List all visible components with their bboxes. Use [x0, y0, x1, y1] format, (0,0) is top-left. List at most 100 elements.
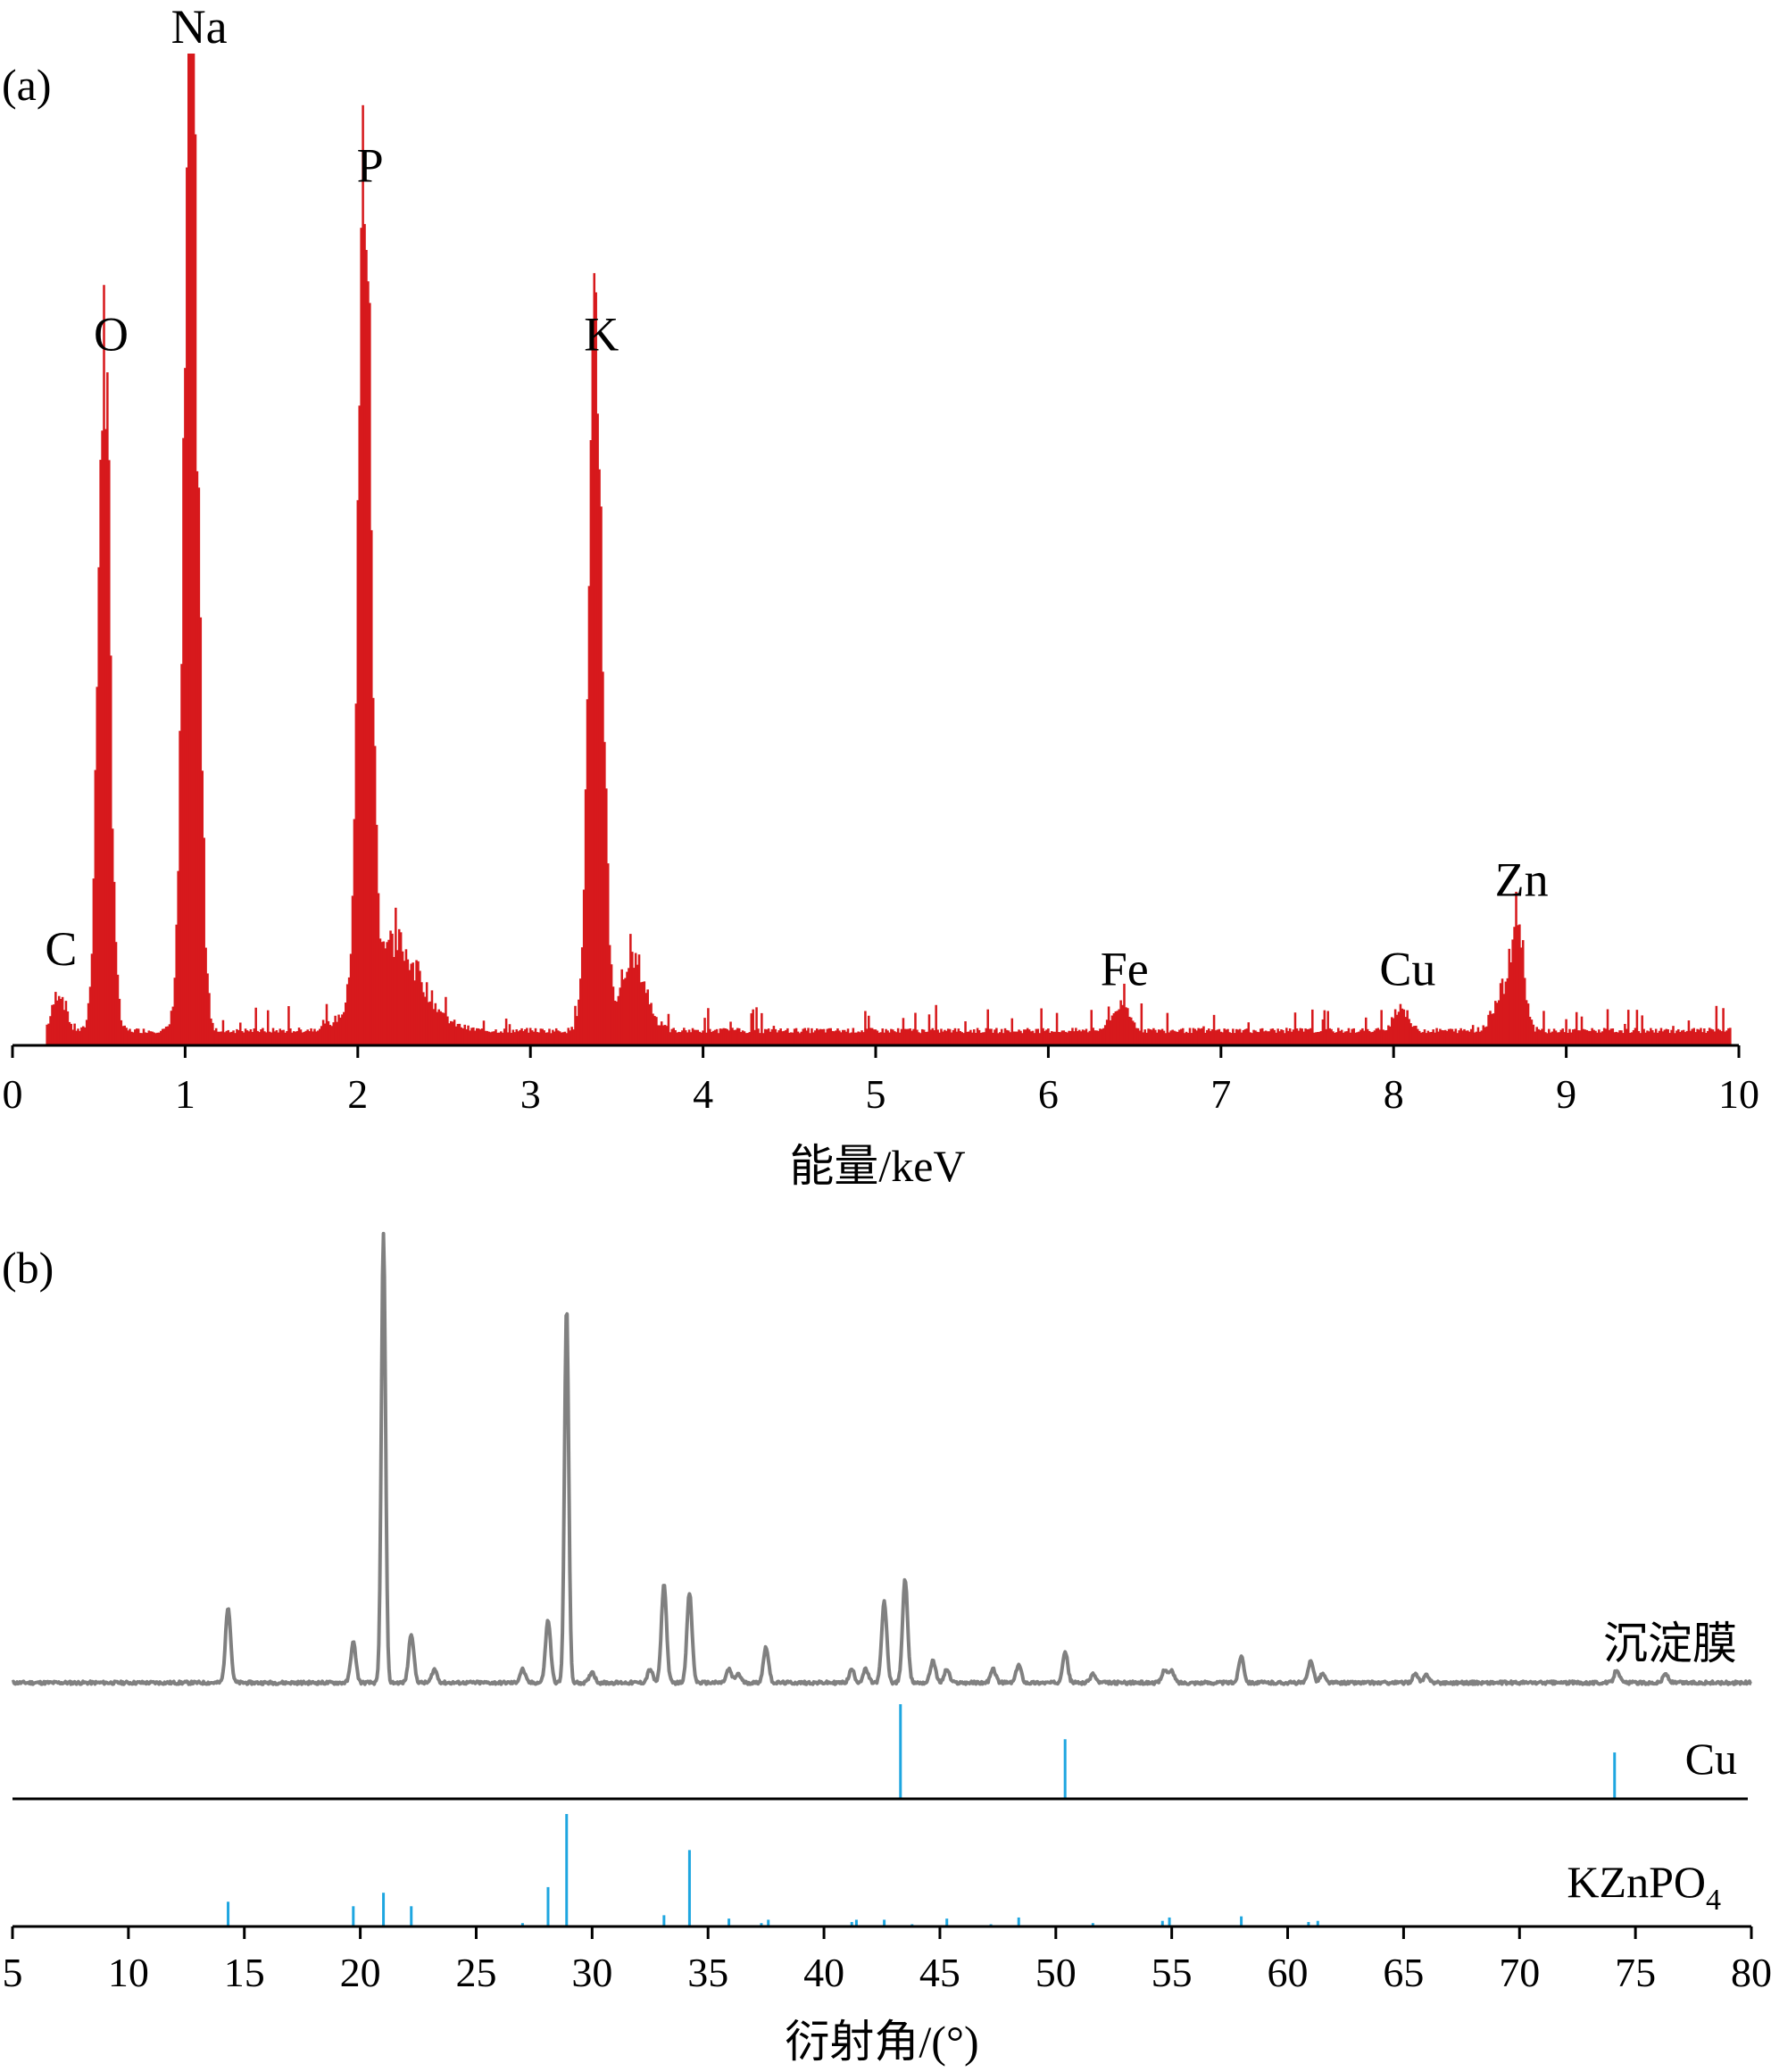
eds-bar: [1399, 1003, 1402, 1045]
eds-bar: [1157, 1029, 1160, 1045]
eds-bar: [1574, 1028, 1576, 1045]
eds-bar: [765, 1029, 769, 1045]
eds-bar: [969, 1029, 972, 1045]
eds-bar: [545, 1032, 547, 1045]
eds-tick-label: 5: [866, 1071, 886, 1117]
eds-bar: [861, 1030, 863, 1045]
eds-bar: [132, 1032, 135, 1045]
eds-bar: [1026, 1028, 1029, 1045]
eds-bar: [1254, 1030, 1257, 1045]
eds-bar: [1535, 1027, 1538, 1045]
eds-bar: [68, 1021, 71, 1045]
eds-bar: [123, 1025, 126, 1045]
eds-bar: [1484, 1027, 1486, 1045]
eds-bar: [805, 1030, 808, 1045]
eds-bar: [99, 460, 102, 1045]
eds-bar: [458, 1023, 461, 1045]
eds-bar: [1678, 1031, 1682, 1045]
eds-bar: [142, 1028, 146, 1045]
eds-bar: [1027, 1029, 1031, 1045]
eds-bar: [111, 828, 114, 1045]
eds-bar: [1568, 1028, 1571, 1045]
eds-bar: [1083, 1030, 1086, 1045]
eds-bar: [1635, 1010, 1639, 1045]
eds-bar: [1592, 1029, 1595, 1045]
eds-bar: [639, 982, 643, 1045]
eds-bar: [1443, 1029, 1447, 1045]
eds-bar: [369, 303, 371, 1045]
eds-bar: [1264, 1030, 1268, 1045]
eds-bar: [254, 1007, 257, 1045]
eds-bar: [957, 1028, 960, 1045]
eds-bar: [1295, 1028, 1299, 1045]
eds-bar: [1197, 1028, 1200, 1045]
eds-bar: [1528, 1016, 1532, 1045]
eds-bar: [1656, 1032, 1659, 1045]
eds-bar: [1123, 983, 1126, 1045]
eds-bar: [125, 1028, 128, 1045]
eds-bar: [948, 1028, 952, 1045]
eds-bar: [391, 933, 394, 1045]
eds-bar: [47, 1023, 50, 1045]
eds-bar: [245, 1030, 249, 1045]
eds-bar: [495, 1029, 497, 1045]
eds-bar: [1534, 1031, 1537, 1045]
eds-bar: [983, 1032, 986, 1045]
eds-bar: [1625, 1028, 1628, 1045]
eds-bar: [879, 1032, 883, 1045]
eds-bar: [1392, 1018, 1395, 1045]
eds-bar: [663, 1025, 667, 1045]
eds-bar: [1387, 1025, 1390, 1045]
eds-bar: [1596, 1032, 1599, 1045]
eds-bar: [415, 960, 418, 1045]
eds-bar: [1687, 1020, 1691, 1045]
eds-peak-label: Na: [171, 0, 228, 54]
eds-bar: [96, 687, 99, 1045]
eds-bar: [513, 1032, 517, 1045]
eds-bar: [1389, 1026, 1392, 1045]
eds-bar: [935, 1004, 937, 1045]
eds-bar: [1009, 1032, 1012, 1045]
eds-bar: [289, 1028, 292, 1045]
eds-bar: [1513, 927, 1516, 1045]
eds-bar: [341, 1014, 344, 1045]
eds-bar: [345, 984, 349, 1045]
eds-bar: [763, 1028, 767, 1045]
eds-bar: [1591, 1028, 1593, 1045]
eds-bar: [1209, 1030, 1212, 1045]
eds-bar: [144, 1032, 147, 1045]
eds-bar: [522, 1030, 525, 1045]
xrd-tick-label: 65: [1383, 1950, 1424, 1995]
eds-bar: [491, 1031, 494, 1045]
eds-tick-label: 9: [1556, 1071, 1576, 1117]
eds-bar: [1038, 1033, 1041, 1045]
eds-bar: [454, 1026, 458, 1045]
eds-bar: [1154, 1029, 1157, 1045]
eds-bar: [1651, 1029, 1654, 1045]
eds-bar: [1269, 1028, 1273, 1045]
eds-bar: [412, 962, 414, 1045]
eds-bar: [137, 1028, 140, 1045]
eds-tick-label: 10: [1718, 1071, 1759, 1117]
eds-bar: [1709, 1028, 1713, 1045]
eds-bar: [103, 285, 105, 1046]
eds-bar: [836, 1028, 839, 1045]
eds-bar: [484, 1030, 487, 1045]
eds-bar: [826, 1028, 829, 1045]
eds-bar: [1230, 1033, 1233, 1045]
eds-bar: [210, 1018, 212, 1045]
eds-bar: [1663, 1029, 1667, 1045]
eds-bar: [118, 998, 121, 1045]
eds-bar: [451, 1021, 454, 1045]
eds-bar: [1700, 1028, 1702, 1045]
eds-bar: [87, 1003, 90, 1045]
eds-bar: [90, 953, 94, 1045]
eds-bar: [1114, 1011, 1118, 1045]
eds-bar: [280, 1030, 283, 1045]
eds-bar: [448, 1023, 451, 1045]
eds-bar: [570, 1027, 573, 1045]
eds-bar: [120, 1019, 123, 1045]
eds-bar: [1609, 1028, 1613, 1045]
eds-bar: [456, 1023, 460, 1045]
eds-bar: [1125, 1007, 1127, 1045]
